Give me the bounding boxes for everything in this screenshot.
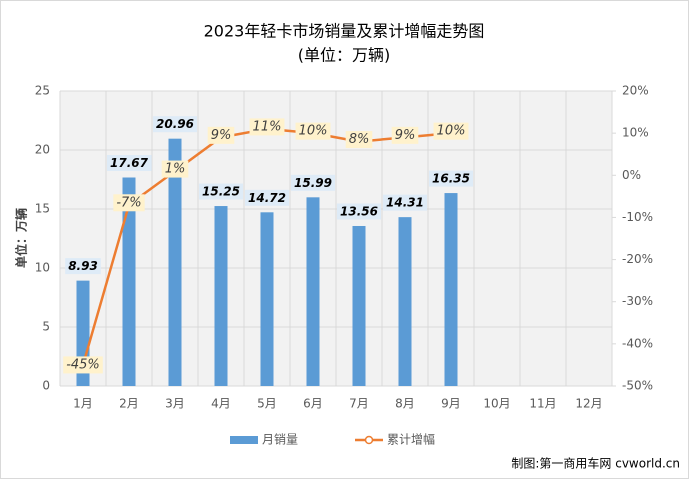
y-tick-label: 5 — [42, 320, 50, 334]
x-tick-label: 11月 — [529, 397, 556, 411]
y2-tick-label: -10% — [622, 210, 653, 224]
legend-swatch — [230, 436, 258, 444]
x-tick-label: 8月 — [395, 397, 415, 411]
legend-label: 累计增幅 — [387, 432, 435, 447]
data-label: 15.25 — [202, 185, 240, 199]
y2-tick-label: -50% — [622, 379, 653, 393]
data-label: 17.67 — [110, 156, 149, 170]
x-tick-label: 4月 — [211, 397, 231, 411]
data-label-bg — [433, 122, 469, 140]
bar — [214, 206, 228, 386]
y2-tick-label: -30% — [622, 294, 653, 308]
data-label-bg — [291, 174, 335, 191]
bar — [306, 197, 320, 386]
data-label: -45% — [66, 357, 100, 372]
legend-swatch — [364, 435, 374, 445]
bar — [168, 138, 182, 386]
legend-label: 月销量 — [262, 433, 298, 447]
data-label: 13.56 — [340, 204, 378, 218]
y-tick-label: 20 — [35, 143, 50, 157]
y2-tick-label: -20% — [622, 252, 653, 266]
data-label: 20.96 — [156, 117, 194, 131]
bar — [444, 193, 458, 386]
y2-tick-label: 20% — [622, 84, 649, 98]
data-label: 8% — [349, 132, 370, 147]
y-tick-label: 15 — [35, 202, 50, 216]
y-axis-label: 单位：万辆 — [14, 208, 29, 268]
data-label-bg — [107, 154, 152, 171]
data-label-bg — [113, 194, 145, 212]
x-tick-label: 10月 — [483, 397, 510, 411]
data-label-bg — [383, 194, 427, 211]
data-label-bg — [207, 126, 235, 144]
chart-subtitle: (单位：万辆) — [298, 46, 391, 65]
data-label-bg — [295, 122, 331, 140]
x-tick-label: 1月 — [73, 397, 93, 411]
data-label-bg — [63, 356, 103, 374]
y2-tick-label: -40% — [622, 336, 653, 350]
data-label-bg — [245, 189, 289, 206]
x-tick-label: 7月 — [349, 397, 369, 411]
data-label: 9% — [211, 128, 232, 143]
x-tick-label: 12月 — [575, 397, 602, 411]
data-label: 14.31 — [386, 196, 424, 210]
y-tick-label: 0 — [42, 379, 50, 393]
data-label-bg — [429, 170, 473, 187]
data-label: 10% — [437, 124, 466, 139]
data-label-bg — [161, 160, 189, 178]
x-tick-label: 9月 — [441, 397, 461, 411]
data-label-bg — [199, 183, 243, 200]
x-tick-label: 2月 — [119, 397, 139, 411]
bar — [122, 177, 136, 386]
data-label: 16.35 — [432, 172, 470, 186]
x-tick-label: 5月 — [257, 397, 277, 411]
bar — [260, 212, 274, 386]
data-label: 10% — [299, 124, 328, 139]
x-tick-label: 6月 — [303, 397, 323, 411]
data-label-bg — [337, 203, 381, 220]
chart-title: 2023年轻卡市场销量及累计增幅走势图 — [204, 22, 485, 41]
data-label-bg — [391, 126, 419, 144]
bar — [398, 217, 412, 386]
y2-tick-label: 0% — [622, 168, 641, 182]
data-label: -7% — [116, 195, 141, 210]
y-tick-label: 25 — [35, 84, 50, 98]
data-label-bg — [65, 258, 101, 275]
y-tick-label: 10 — [35, 261, 50, 275]
data-label: 1% — [165, 162, 186, 177]
x-tick-label: 3月 — [165, 397, 185, 411]
data-label: 11% — [253, 119, 282, 134]
data-label-bg — [345, 131, 373, 149]
data-label: 9% — [395, 128, 416, 143]
data-label: 15.99 — [294, 176, 332, 190]
data-label: 14.72 — [248, 191, 286, 205]
data-label-bg — [249, 118, 285, 136]
data-label-bg — [153, 116, 197, 133]
data-label: 8.93 — [68, 259, 98, 273]
y2-tick-label: 10% — [622, 126, 649, 140]
bar — [352, 225, 366, 386]
source: 制图:第一商用车网 cvworld.cn — [511, 456, 680, 471]
